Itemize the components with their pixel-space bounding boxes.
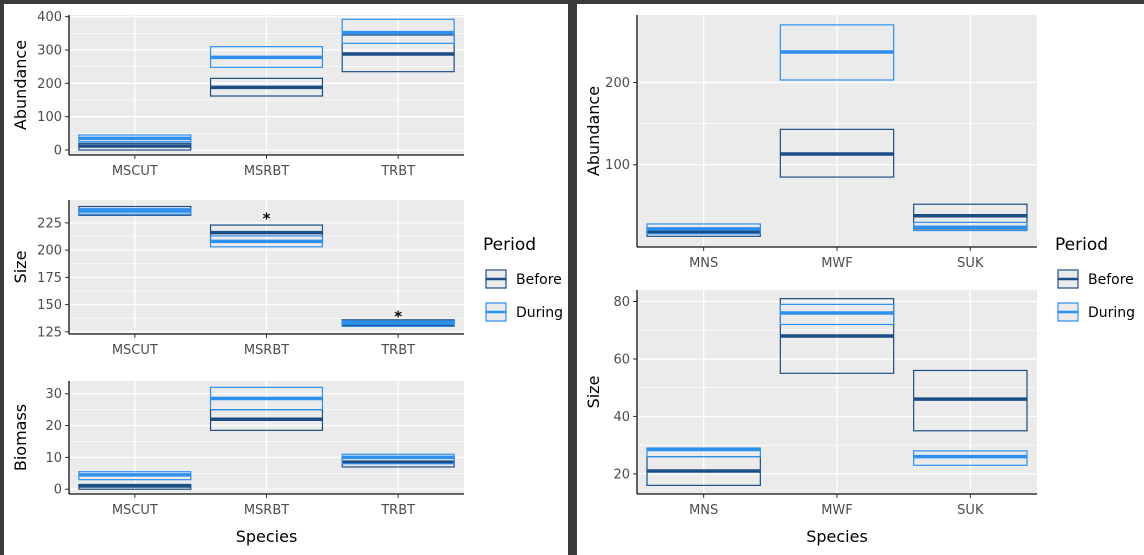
- y-axis-label: Size: [11, 251, 30, 284]
- right-figure-svg: 100 200 MNS MWF SUK Abundance 20 40 60 80 MNS MWF SU…: [584, 15, 1135, 546]
- x-tick-label-msrbt: MSRBT: [244, 503, 289, 518]
- y-axis-label: Size: [584, 376, 603, 409]
- x-tick-label-msrbt: MSRBT: [244, 164, 289, 179]
- x-tick-label-mscut: MSCUT: [112, 503, 158, 518]
- legend-label-during: During: [1088, 305, 1135, 321]
- x-tick-label-suk: SUK: [957, 503, 984, 518]
- legend-title: Period: [483, 235, 536, 255]
- x-tick-label-trbt: TRBT: [380, 164, 415, 179]
- legend-label-during: During: [516, 305, 563, 321]
- legend-title: Period: [1055, 235, 1108, 255]
- y-tick-label: 0: [54, 144, 62, 159]
- box-during-mwf: [779, 24, 895, 81]
- y-tick-label: 20: [613, 467, 630, 482]
- x-tick-label-mwf: MWF: [821, 503, 853, 518]
- box-during-mwf: [779, 303, 895, 326]
- x-tick-label-mwf: MWF: [821, 256, 853, 271]
- y-tick-label: 30: [45, 387, 62, 402]
- y-tick-label: 200: [37, 77, 62, 92]
- box-before-mwf: [779, 298, 895, 374]
- x-tick-label-msrbt: MSRBT: [244, 343, 289, 358]
- y-tick-label: 60: [613, 352, 630, 367]
- box-before-mwf: [779, 128, 895, 178]
- y-axis-label: Biomass: [11, 404, 30, 471]
- left-figure-panel: 0 100 200 300 400 MSCUT MSRBT TRBT Abundance 125 1…: [4, 4, 568, 555]
- y-tick-label: 150: [37, 298, 62, 313]
- chart-l1: 0 100 200 300 400 MSCUT MSRBT TRBT Abundance: [11, 10, 464, 179]
- chart-r2: 20 40 60 80 MNS MWF SUK Size Species: [584, 290, 1037, 546]
- y-tick-label: 10: [45, 451, 62, 466]
- x-axis-label: Species: [236, 527, 298, 546]
- x-tick-label-mscut: MSCUT: [112, 343, 158, 358]
- y-tick-label: 0: [54, 483, 62, 498]
- x-tick-label-mns: MNS: [689, 256, 718, 271]
- y-tick-label: 100: [37, 110, 62, 125]
- legend-label-before: Before: [1088, 272, 1134, 288]
- legend: Period Before During: [483, 235, 563, 322]
- y-tick-label: 100: [605, 158, 630, 173]
- x-tick-label-mns: MNS: [689, 503, 718, 518]
- y-tick-label: 225: [37, 216, 62, 231]
- legend-label-before: Before: [516, 272, 562, 288]
- chart-l2: 125 150 175 200 225 MSCUT MSRBT TRBT * * Size: [11, 200, 464, 358]
- legend: Period Before During: [1055, 235, 1135, 322]
- x-axis-label: Species: [806, 527, 868, 546]
- y-tick-label: 400: [37, 10, 62, 25]
- y-tick-label: 200: [37, 244, 62, 259]
- x-tick-label-trbt: TRBT: [380, 343, 415, 358]
- significance-star-trbt: *: [394, 307, 402, 325]
- significance-star-msrbt: *: [263, 209, 271, 227]
- y-tick-label: 20: [45, 419, 62, 434]
- y-tick-label: 175: [37, 271, 62, 286]
- x-tick-label-suk: SUK: [957, 256, 984, 271]
- y-tick-label: 300: [37, 44, 62, 59]
- y-tick-label: 40: [613, 410, 630, 425]
- x-tick-label-mscut: MSCUT: [112, 164, 158, 179]
- y-axis-label: Abundance: [11, 40, 30, 130]
- y-tick-label: 200: [605, 76, 630, 91]
- x-tick-label-trbt: TRBT: [380, 503, 415, 518]
- y-tick-label: 125: [37, 325, 62, 340]
- chart-r1: 100 200 MNS MWF SUK Abundance: [584, 15, 1037, 271]
- chart-l3: 0 10 20 30 MSCUT MSRBT TRBT Biomass Species: [11, 381, 464, 546]
- y-axis-label: Abundance: [584, 86, 603, 176]
- right-figure-panel: 100 200 MNS MWF SUK Abundance 20 40 60 80 MNS MWF SU…: [577, 4, 1144, 555]
- y-tick-label: 80: [613, 295, 630, 310]
